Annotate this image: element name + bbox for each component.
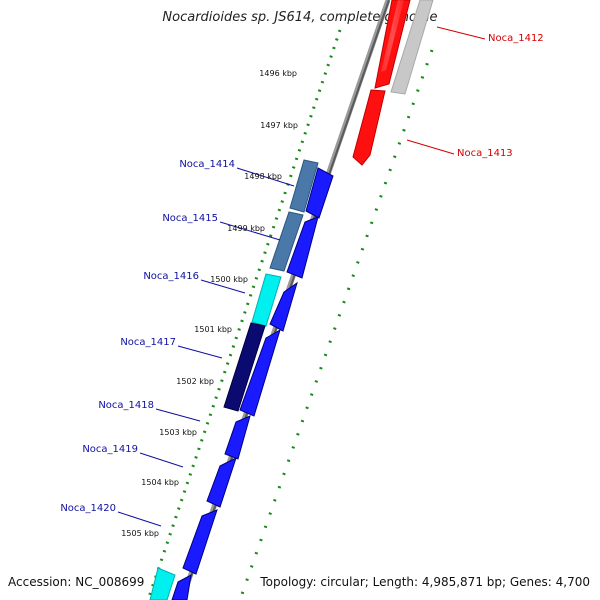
gene-noca-1414[interactable] bbox=[305, 167, 334, 219]
gene-noca-1419[interactable] bbox=[206, 457, 237, 508]
inner-ruler-line bbox=[146, 29, 342, 600]
gene-label-noca-1413[interactable]: Noca_1413 bbox=[457, 148, 513, 159]
topology-text: Topology: circular; Length: 4,985,871 bp… bbox=[260, 575, 590, 589]
label-leaders bbox=[117, 26, 486, 527]
gene-labels-reverse: Noca_1414 Noca_1415 Noca_1416 Noca_1417 … bbox=[60, 159, 235, 514]
gene-label-noca-1418[interactable]: Noca_1418 bbox=[98, 400, 154, 411]
outer-ruler-line bbox=[238, 49, 434, 600]
cog-block-cyan-bottom bbox=[149, 567, 176, 600]
ruler-labels: 1496 kbp 1497 kbp 1498 kbp 1499 kbp 1500… bbox=[121, 69, 298, 538]
gene-noca-1417[interactable] bbox=[239, 328, 281, 417]
gene-labels-forward: Noca_1412 Noca_1413 bbox=[457, 33, 544, 159]
cog-track bbox=[149, 159, 319, 600]
ruler-label: 1498 kbp bbox=[244, 172, 282, 181]
cog-block-navy bbox=[223, 322, 266, 412]
forward-strand bbox=[352, 0, 434, 166]
reverse-strand bbox=[171, 167, 334, 600]
cog-block-steel-1 bbox=[289, 159, 319, 213]
map-title: Nocardioides sp. JS614, complete genome bbox=[162, 10, 438, 25]
ruler-label: 1501 kbp bbox=[194, 325, 232, 334]
gene-label-noca-1412[interactable]: Noca_1412 bbox=[488, 33, 544, 44]
gene-label-noca-1417[interactable]: Noca_1417 bbox=[120, 337, 176, 348]
gene-label-noca-1415[interactable]: Noca_1415 bbox=[162, 213, 218, 224]
ruler-label: 1503 kbp bbox=[159, 428, 197, 437]
gene-noca-1420[interactable] bbox=[182, 509, 218, 575]
ruler-label: 1502 kbp bbox=[176, 377, 214, 386]
ruler-label: 1500 kbp bbox=[210, 275, 248, 284]
gene-label-noca-1414[interactable]: Noca_1414 bbox=[179, 159, 235, 170]
cog-block-steel-2 bbox=[269, 211, 304, 272]
gene-label-noca-1416[interactable]: Noca_1416 bbox=[143, 271, 199, 282]
gene-noca-1412-glow bbox=[381, 0, 404, 72]
gene-noca-1416[interactable] bbox=[269, 281, 298, 332]
ruler-label: 1496 kbp bbox=[259, 69, 297, 78]
ruler-label: 1505 kbp bbox=[121, 529, 159, 538]
cog-block-cyan bbox=[251, 273, 282, 327]
gene-noca-1413[interactable] bbox=[352, 89, 386, 166]
gene-label-noca-1420[interactable]: Noca_1420 bbox=[60, 503, 116, 514]
gene-partial-bottom bbox=[171, 574, 192, 600]
ruler-label: 1499 kbp bbox=[227, 224, 265, 233]
grey-feature-track bbox=[390, 0, 434, 95]
gene-noca-1415[interactable] bbox=[286, 216, 319, 279]
ruler-label: 1497 kbp bbox=[260, 121, 298, 130]
ruler-label: 1504 kbp bbox=[141, 478, 179, 487]
gene-label-noca-1419[interactable]: Noca_1419 bbox=[82, 444, 138, 455]
accession-text: Accession: NC_008699 bbox=[8, 575, 145, 589]
gene-noca-1418[interactable] bbox=[224, 415, 251, 460]
